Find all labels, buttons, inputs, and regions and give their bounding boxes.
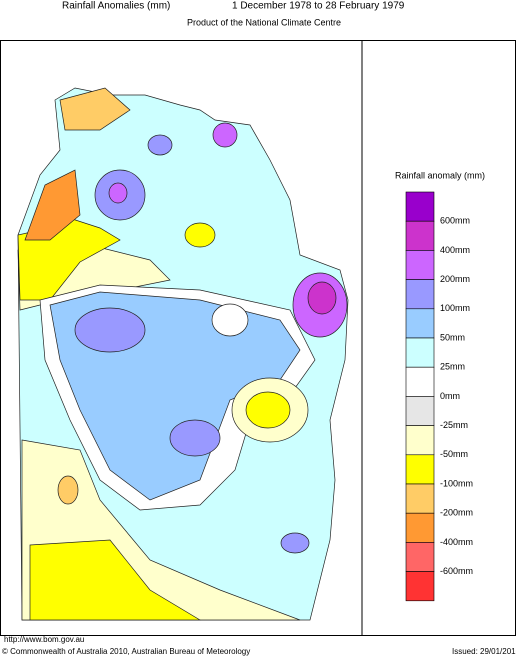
legend-label: -25mm — [440, 420, 468, 430]
legend-swatch — [405, 483, 435, 514]
legend-swatch — [405, 542, 435, 572]
region — [108, 182, 128, 204]
legend-swatch — [405, 191, 435, 222]
region — [24, 169, 81, 241]
region — [212, 122, 238, 148]
region — [184, 222, 216, 248]
region — [245, 391, 291, 429]
legend-swatch — [405, 279, 435, 310]
legend-label: 50mm — [440, 332, 465, 342]
legend-label: -200mm — [440, 508, 473, 518]
region — [211, 303, 249, 337]
legend-label: 600mm — [440, 216, 470, 226]
subtitle: Product of the National Climate Centre — [187, 17, 341, 27]
legend-swatch — [405, 220, 435, 251]
legend-swatch — [405, 512, 435, 543]
legend-label: 25mm — [440, 362, 465, 372]
region — [29, 539, 202, 621]
region — [59, 87, 131, 131]
period: 1 December 1978 to 28 February 1979 — [232, 1, 405, 12]
region — [307, 281, 337, 315]
legend: 600mm 400mm 200mm 100mm 50mm 25mm 0mm -25mm -50m… — [405, 191, 473, 602]
legend-title: Rainfall anomaly (mm) — [395, 170, 485, 180]
region — [169, 419, 221, 457]
legend-swatch — [405, 396, 435, 426]
url: http://www.bom.gov.au — [4, 635, 84, 644]
legend-label: 400mm — [440, 245, 470, 255]
region — [147, 134, 173, 156]
region — [74, 307, 146, 353]
legend-label: -600mm — [440, 566, 473, 576]
legend-swatch — [405, 571, 435, 602]
legend-label: 100mm — [440, 303, 470, 313]
issued: Issued: 29/01/2010 — [452, 647, 516, 656]
legend-swatch — [405, 425, 435, 456]
region — [57, 475, 79, 505]
legend-label: -100mm — [440, 478, 473, 488]
legend-label: 200mm — [440, 274, 470, 284]
legend-swatch — [405, 454, 435, 485]
copyright: © Commonwealth of Australia 2010, Austra… — [2, 647, 250, 656]
legend-swatch — [405, 366, 435, 397]
title: Rainfall Anomalies (mm) — [62, 1, 170, 12]
legend-label: -50mm — [440, 449, 468, 459]
legend-swatch — [405, 337, 435, 368]
legend-swatch — [405, 308, 435, 339]
region — [280, 532, 310, 554]
legend-swatch — [405, 250, 435, 280]
legend-label: 0mm — [440, 391, 460, 401]
legend-label: -400mm — [440, 537, 473, 547]
map — [17, 87, 349, 621]
